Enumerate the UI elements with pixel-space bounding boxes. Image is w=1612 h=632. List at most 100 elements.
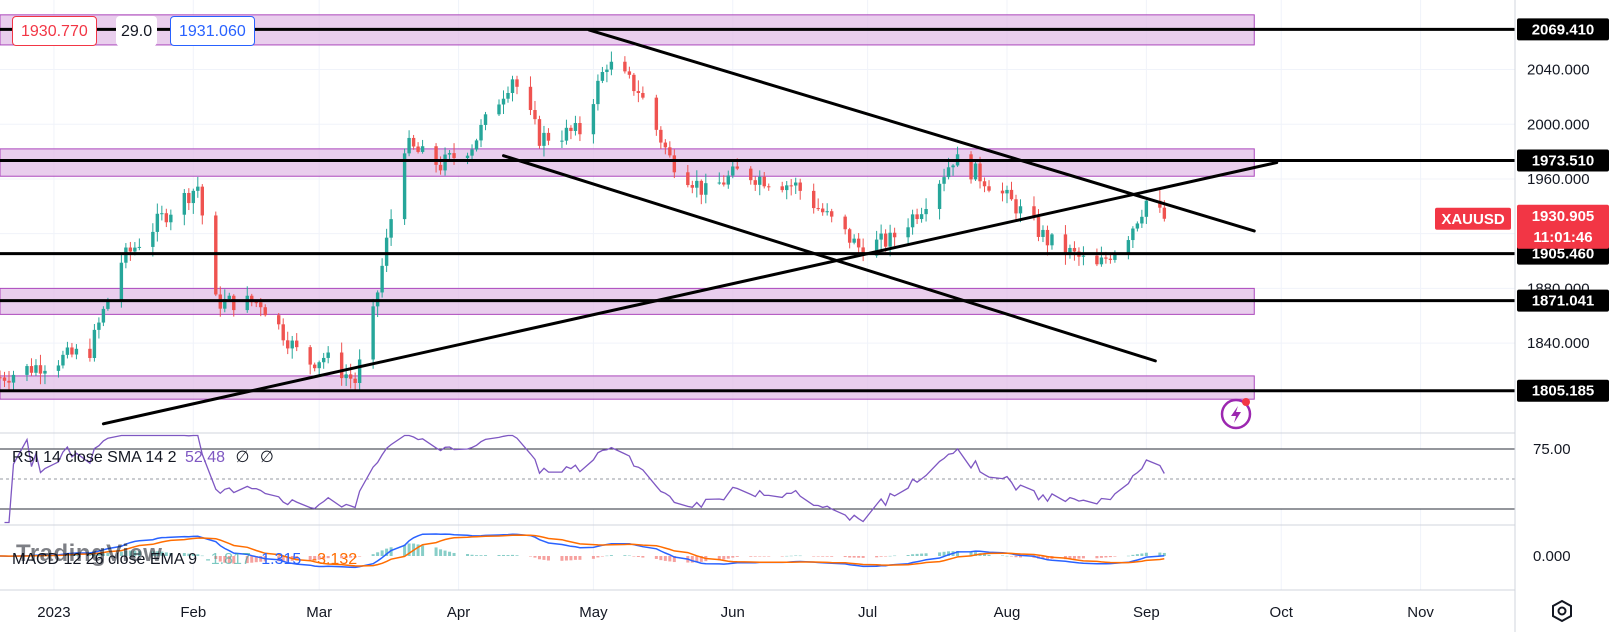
macd-histogram-bar (510, 554, 514, 556)
flash-icon[interactable] (1220, 398, 1252, 430)
candle-body (416, 146, 420, 152)
level-tag-text: 1905.460 (1532, 246, 1595, 263)
candle-body (61, 354, 65, 366)
macd-histogram-bar (911, 554, 915, 556)
macd-histogram-bar (825, 556, 829, 557)
candle-body (924, 208, 928, 215)
candle-body (160, 213, 164, 215)
macd-histogram-bar (722, 556, 726, 560)
macd-histogram-bar (475, 555, 479, 556)
time-axis[interactable]: 2023 Feb Mar Apr May Jun Jul Aug Sep Oct Nov (37, 604, 1434, 621)
support-resistance-zones (0, 14, 1255, 400)
candle-body (596, 80, 600, 105)
candle-body (1045, 229, 1050, 246)
candle-body (25, 366, 29, 375)
macd-histogram-bar (632, 556, 636, 557)
rsi-legend[interactable]: RSI 14 close SMA 14 2 52.48 ∅ ∅ (12, 447, 274, 467)
macd-histogram-bar (924, 553, 928, 556)
time-tick-label: Mar (306, 604, 332, 621)
level-tag-text: 2069.410 (1532, 21, 1595, 38)
macd-histogram-bar (151, 551, 155, 556)
macd-histogram-bar (785, 555, 789, 557)
macd-histogram-bar (848, 556, 852, 558)
candle-body (969, 154, 973, 180)
candle-body (308, 347, 312, 365)
time-tick-label: 2023 (37, 604, 70, 621)
candle-body (717, 182, 721, 184)
candle-body (847, 229, 852, 243)
macd-histogram-bar (1014, 556, 1018, 558)
macd-hist-value: -1.817 (205, 551, 251, 568)
macd-histogram-bar (200, 555, 204, 557)
candle-body (816, 208, 820, 210)
candle-body (7, 380, 11, 383)
candle-body (263, 307, 267, 316)
bid-price-box[interactable]: 1930.770 (12, 16, 97, 46)
candle-body (910, 214, 915, 228)
candle-body (1018, 206, 1023, 214)
macd-histogram-bar (308, 556, 312, 561)
macd-histogram-bar (1099, 556, 1103, 558)
candle-body (641, 92, 645, 98)
candle-body (726, 175, 730, 185)
macd-histogram-bar (281, 556, 285, 562)
level-price-tag: 2069.410 (1517, 18, 1609, 41)
candle-body (1144, 200, 1149, 217)
macd-histogram-bar (295, 556, 299, 561)
macd-histogram-bar (857, 556, 861, 558)
macd-histogram-bar (232, 556, 236, 564)
macd-histogram-bar (1113, 556, 1117, 557)
candle-body (1140, 216, 1144, 224)
candle-body (474, 140, 479, 150)
macd-histogram-bar (191, 553, 195, 556)
macd-histogram-bar (564, 556, 568, 561)
candle-body (533, 110, 537, 120)
time-tick-label: Jul (858, 604, 877, 621)
candle-body (137, 246, 142, 248)
rsi-scale-label: 75.00 (1533, 441, 1571, 458)
ask-price-box[interactable]: 1931.060 (170, 16, 255, 46)
candle-body (74, 348, 79, 355)
price-zone (0, 148, 1255, 177)
candle-body (861, 247, 865, 256)
macd-histogram-bar (277, 556, 281, 562)
settings-gear-icon[interactable] (1552, 599, 1572, 623)
candle-body (497, 104, 501, 115)
candle-body (811, 190, 816, 209)
macd-histogram-bar (879, 556, 883, 557)
macd-histogram-bar (380, 550, 384, 556)
candle-body (200, 186, 204, 216)
candle-body (1108, 258, 1113, 260)
candle-body (600, 71, 605, 81)
candle-body (537, 119, 542, 146)
macd-histogram-bar (187, 553, 191, 556)
candle-body (353, 378, 357, 384)
candle-body (1131, 228, 1135, 241)
candle-body (133, 247, 137, 252)
candle-body (97, 322, 101, 330)
current-price-tag: 1930.905 11:01:46 (1517, 204, 1609, 249)
price-tick-label: 1960.000 (1527, 171, 1590, 188)
current-price-text: 1930.905 (1532, 208, 1595, 225)
macd-histogram-bar (1158, 552, 1162, 556)
macd-histogram-bar (1135, 554, 1139, 556)
candle-body (731, 166, 735, 176)
price-axis[interactable]: 1840.0001880.0001920.0001960.0002000.000… (1514, 0, 1590, 632)
macd-histogram-bar (515, 555, 519, 556)
macd-histogram-bar (987, 554, 991, 556)
candle-body (1158, 200, 1162, 208)
macd-histogram-bar (218, 556, 222, 562)
macd-legend[interactable]: MACD 12 26 close EMA 9 -1.817 1.315 -3.1… (12, 551, 357, 569)
candle-body (1081, 255, 1086, 257)
candle-body (609, 61, 614, 70)
candle-body (753, 180, 757, 185)
candle-body (672, 155, 677, 173)
horizontal-levels[interactable] (0, 27, 1515, 393)
candle-body (402, 153, 407, 220)
macd-histogram-bar (762, 556, 766, 557)
candle-body (735, 166, 739, 169)
macd-line-value: 1.315 (261, 551, 302, 568)
trendlines[interactable] (101, 28, 1279, 426)
candle-body (232, 295, 236, 311)
